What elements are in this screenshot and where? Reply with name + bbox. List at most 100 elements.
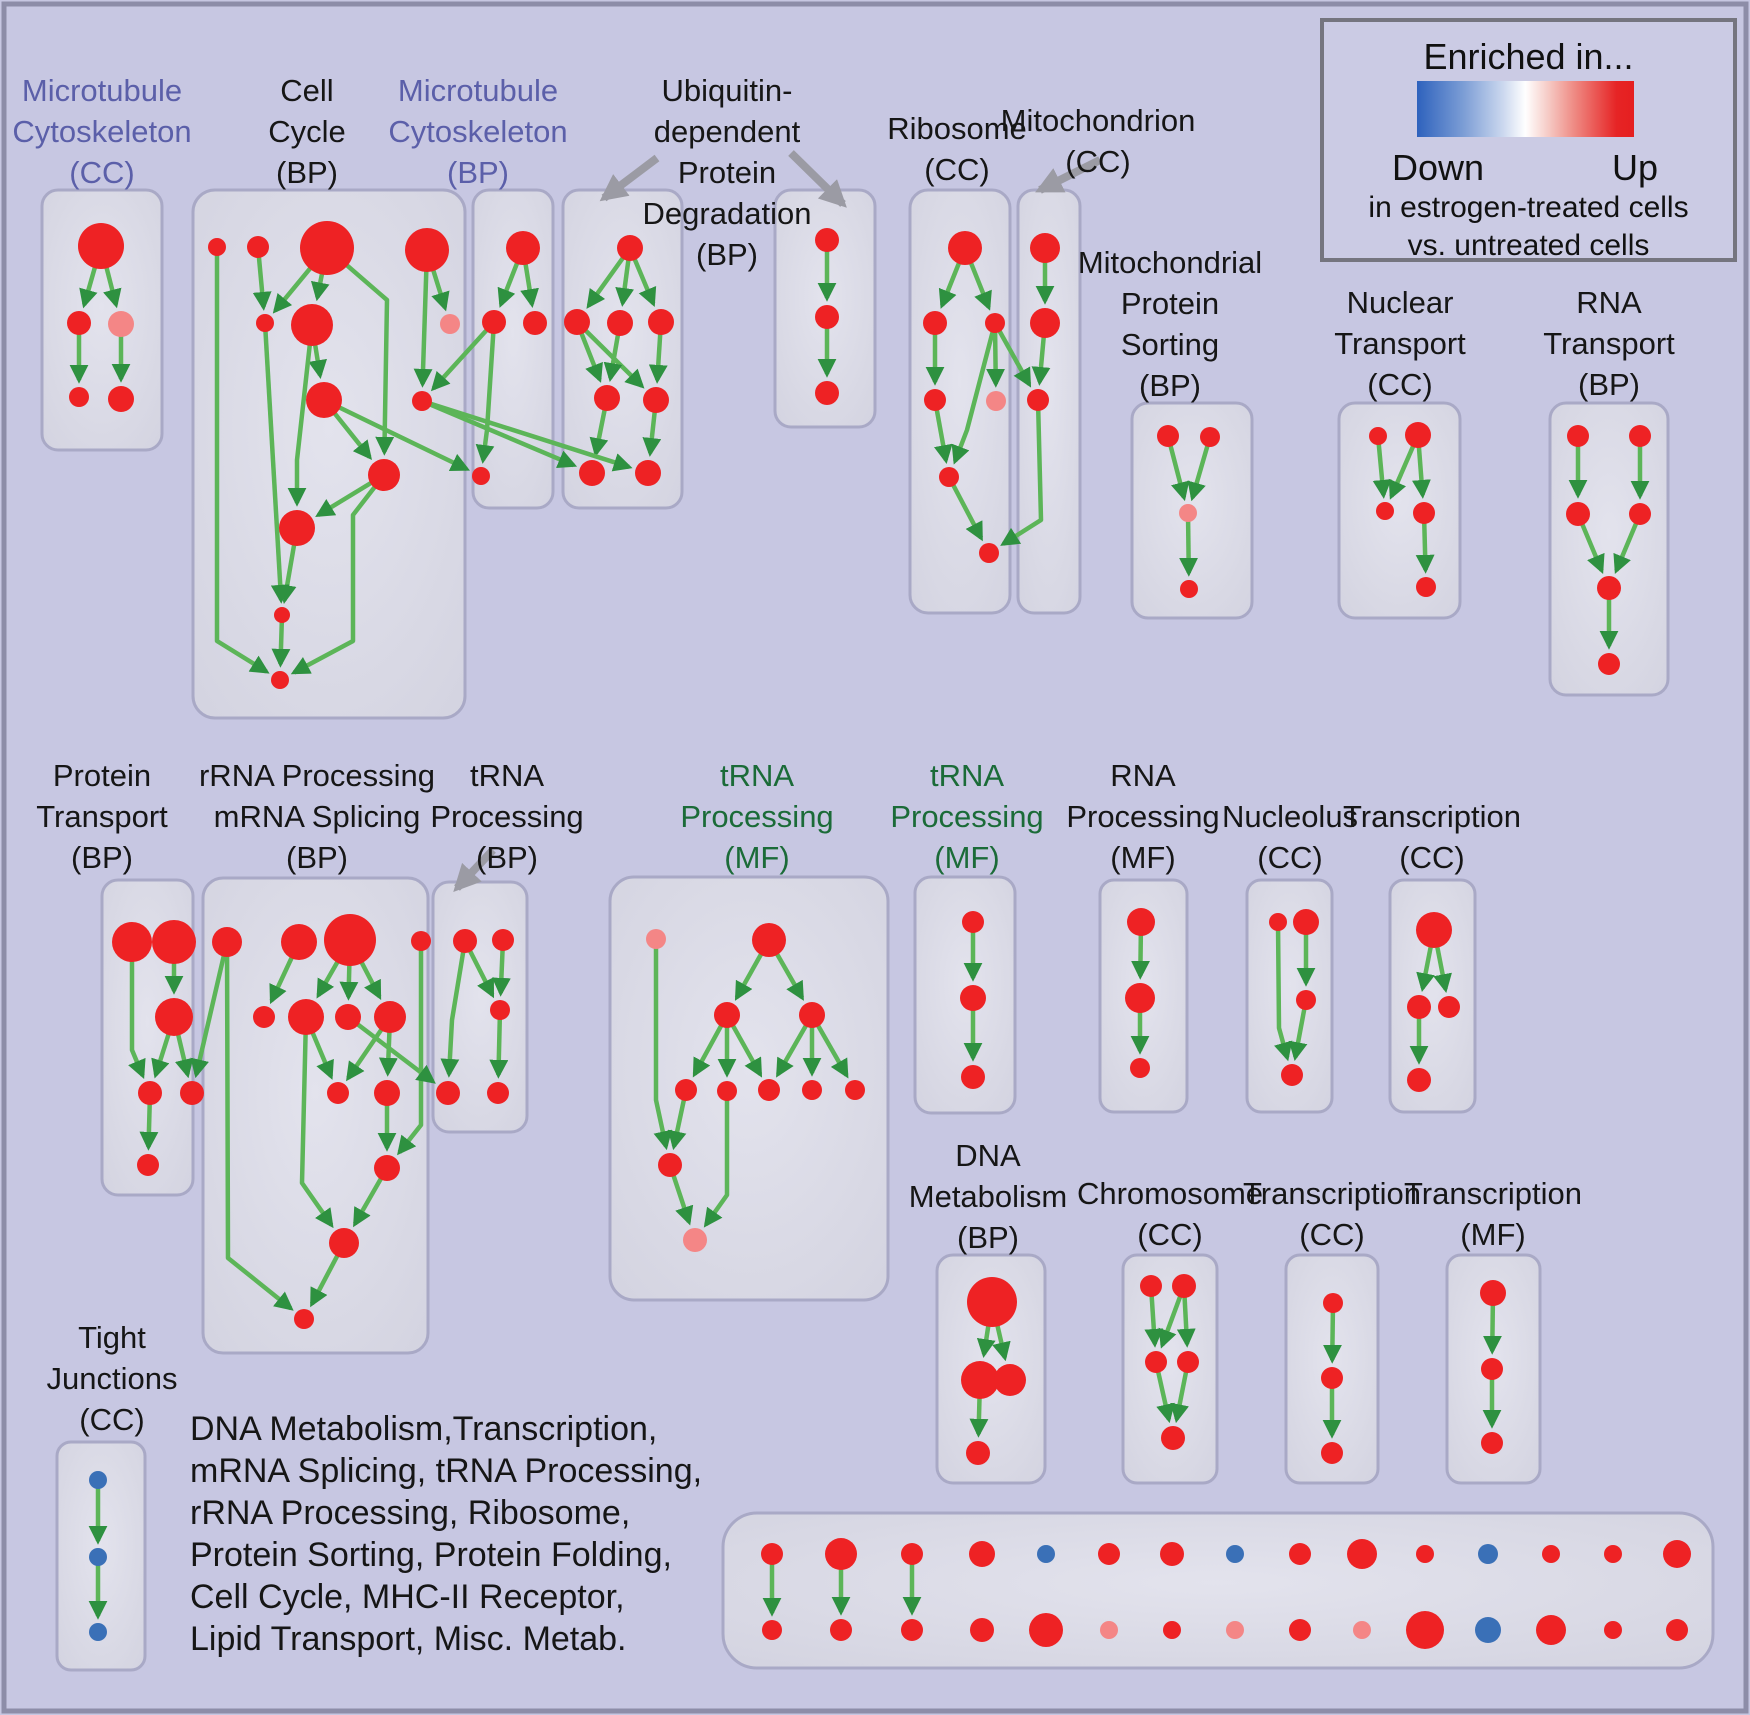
- legend-box: Enriched in... Down Up in estrogen-treat…: [1320, 18, 1737, 262]
- go-term-node-cr2: [1172, 1274, 1196, 1298]
- go-term-node-tcA: [1416, 912, 1452, 948]
- go-term-node-pt4: [138, 1081, 162, 1105]
- go-term-node-ts1: [962, 911, 984, 933]
- strip-node-top-6: [1098, 1543, 1120, 1565]
- strip-node-top-10: [1347, 1539, 1377, 1569]
- go-term-node-rr4: [411, 931, 431, 951]
- strip-node-top-11: [1416, 1545, 1434, 1563]
- go-term-node-tj2: [89, 1548, 107, 1566]
- go-term-node-tm10: [683, 1228, 707, 1252]
- strip-node-bottom-3: [901, 1619, 923, 1641]
- go-term-node-nc3: [1296, 990, 1316, 1010]
- go-term-node-tb1: [453, 929, 477, 953]
- strip-node-bottom-6: [1100, 1621, 1118, 1639]
- go-term-node-rt2: [1629, 425, 1651, 447]
- label-rrna-processing-mrna-splicing-bp: rRNA Processing mRNA Splicing (BP): [198, 758, 436, 875]
- strip-node-top-14: [1604, 1545, 1622, 1563]
- strip-node-bottom-7: [1163, 1621, 1181, 1639]
- strip-node-bottom-5: [1029, 1613, 1063, 1647]
- strip-node-bottom-8: [1226, 1621, 1244, 1639]
- go-term-node-cc3: [300, 221, 354, 275]
- go-term-node-ms3: [1179, 504, 1197, 522]
- go-term-node-dn2: [961, 1361, 999, 1399]
- go-term-node-ts2: [960, 985, 986, 1011]
- label-transcription-cc-row3: Transcription (CC): [1242, 1176, 1422, 1252]
- go-term-node-ub3: [648, 309, 674, 335]
- go-term-node-cc1: [208, 238, 226, 256]
- go-term-node-cr3: [1145, 1351, 1167, 1373]
- go-term-node-t33: [1321, 1442, 1343, 1464]
- go-term-node-rt6: [1598, 653, 1620, 675]
- strip-node-bottom-14: [1604, 1621, 1622, 1639]
- go-term-node-mt3: [1027, 389, 1049, 411]
- go-term-node-rt5: [1597, 576, 1621, 600]
- go-term-node-nt3: [1376, 502, 1394, 520]
- go-term-node-tm3: [799, 1002, 825, 1028]
- label-mitochondrion-cc: Mitochondrion (CC): [1000, 103, 1196, 179]
- go-term-node-ms1: [1157, 425, 1179, 447]
- box-rna-transport: [1548, 401, 1670, 697]
- go-term-node-a2: [67, 311, 91, 335]
- go-term-node-cc2: [247, 236, 269, 258]
- go-term-node-a4: [69, 387, 89, 407]
- go-term-node-mb1: [506, 231, 540, 265]
- edge-arrow: [653, 939, 673, 1151]
- label-microtubule-cytoskeleton-cc: Microtubule Cytoskeleton (CC): [12, 73, 192, 190]
- go-term-node-rb5: [986, 391, 1006, 411]
- go-term-node-ch2: [815, 305, 839, 329]
- strip-node-top-4: [969, 1541, 995, 1567]
- go-term-node-ms2: [1200, 427, 1220, 447]
- go-term-node-cc7: [440, 314, 460, 334]
- strip-node-top-13: [1542, 1545, 1560, 1563]
- go-term-node-t41: [1480, 1280, 1506, 1306]
- go-term-node-cc4: [405, 228, 449, 272]
- legend-gradient-bar: [1417, 81, 1634, 137]
- legend-subtitle-line1: in estrogen-treated cells: [1368, 191, 1689, 224]
- go-term-node-nc2: [1293, 909, 1319, 935]
- edge-arrow: [421, 398, 633, 472]
- go-term-node-rb4: [924, 389, 946, 411]
- strip-node-bottom-1: [762, 1620, 782, 1640]
- label-rna-processing-mf: RNA Processing (MF): [1066, 758, 1220, 875]
- edge-arrow: [489, 1009, 509, 1079]
- edge-arrow: [128, 942, 146, 1079]
- label-rna-transport-bp: RNA Transport (BP): [1543, 285, 1675, 402]
- strip-node-bottom-11: [1406, 1611, 1444, 1649]
- label-cell-cycle-bp: Cell Cycle (BP): [268, 73, 346, 190]
- go-term-node-pt6: [137, 1154, 159, 1176]
- legend-title: Enriched in...: [1423, 36, 1634, 77]
- go-term-node-rb2: [923, 311, 947, 335]
- edge-arrow: [1187, 436, 1213, 502]
- box-microtubule-bp: [471, 188, 555, 510]
- go-term-node-cc9: [412, 391, 432, 411]
- go-term-node-ub1: [564, 309, 590, 335]
- go-term-node-ms4: [1180, 580, 1198, 598]
- go-term-node-tb5: [487, 1082, 509, 1104]
- edge-arrow: [214, 247, 270, 674]
- edge-arrow: [947, 475, 984, 542]
- go-term-node-t31: [1323, 1293, 1343, 1313]
- go-term-node-nt5: [1416, 577, 1436, 597]
- go-term-node-rt1: [1567, 425, 1589, 447]
- box-nucleolus: [1245, 878, 1334, 1114]
- edge-arrow: [430, 320, 496, 392]
- go-term-node-ub6: [579, 460, 605, 486]
- strip-node-top-1: [761, 1543, 783, 1565]
- strip-node-top-7: [1160, 1542, 1184, 1566]
- go-term-node-tcB: [1407, 995, 1431, 1019]
- go-term-node-nt4: [1413, 502, 1435, 524]
- go-term-node-rm3: [1130, 1058, 1150, 1078]
- go-term-node-pt2: [152, 920, 196, 964]
- edge-arrow: [190, 941, 230, 1079]
- edge-arrow: [1274, 921, 1293, 1062]
- go-term-node-rb1: [948, 231, 982, 265]
- go-term-node-t32: [1321, 1367, 1343, 1389]
- go-term-node-pt5: [180, 1081, 204, 1105]
- edge-arrow: [323, 397, 471, 472]
- go-term-node-rr1: [212, 927, 242, 957]
- go-term-node-cc11: [279, 510, 315, 546]
- strip-node-top-3: [901, 1543, 923, 1565]
- go-term-node-rr12: [329, 1228, 359, 1258]
- box-nuclear-transport: [1337, 401, 1462, 620]
